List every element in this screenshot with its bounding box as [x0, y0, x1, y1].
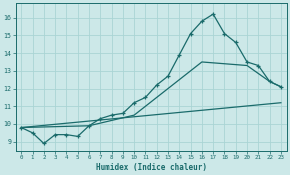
X-axis label: Humidex (Indice chaleur): Humidex (Indice chaleur) — [96, 163, 206, 172]
